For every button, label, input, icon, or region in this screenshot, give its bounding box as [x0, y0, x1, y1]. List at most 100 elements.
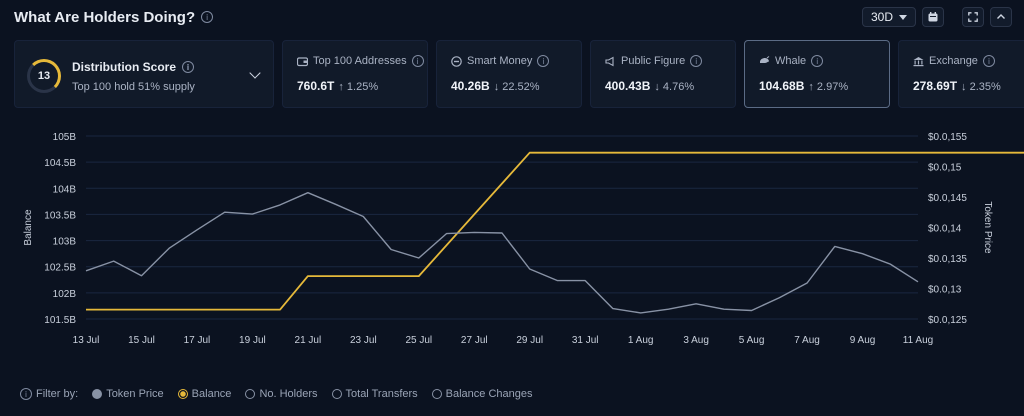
distribution-subtitle: Top 100 hold 51% supply: [72, 81, 195, 93]
radio-icon: [177, 389, 188, 399]
x-tick-label: 7 Aug: [794, 335, 820, 346]
x-tick-label: 13 Jul: [73, 335, 100, 346]
distribution-title-text: Distribution Score: [72, 60, 177, 74]
y-tick-label: 101.5B: [44, 315, 76, 326]
y-tick-label: 105B: [53, 132, 77, 143]
collapse-button[interactable]: [990, 7, 1012, 27]
y-tick-label: 104.5B: [44, 158, 76, 169]
series-line-balance: [86, 151, 1024, 311]
card-value: 400.43B: [605, 79, 651, 93]
calendar-button[interactable]: [922, 7, 944, 27]
y-tick-label: 103B: [53, 237, 77, 248]
x-tick-label: 19 Jul: [239, 335, 266, 346]
y2-tick-label: $0.0,15: [928, 163, 962, 174]
card-change: ↓ 4.76%: [654, 81, 695, 93]
y2-tick-label: $0.0,125: [928, 315, 967, 326]
y-tick-label: 103.5B: [44, 210, 76, 221]
filter-balance[interactable]: Balance: [177, 388, 231, 400]
period-dropdown[interactable]: 30D: [861, 7, 916, 27]
y2-tick-label: $0.0,155: [928, 132, 967, 143]
whale-icon: [760, 55, 770, 63]
x-tick-label: 5 Aug: [739, 335, 765, 346]
distribution-score-card[interactable]: 13 Distribution Score i Top 100 hold 51%…: [14, 40, 274, 108]
card-change: ↓ 2.35%: [961, 81, 1001, 93]
info-icon[interactable]: i: [201, 11, 214, 23]
series-line-token-price: [85, 191, 919, 314]
card-exchange[interactable]: Exchange i 278.69T ↓ 2.35%: [898, 40, 1024, 108]
smart-money-icon: [451, 55, 462, 67]
filter-label: Filter by:: [36, 388, 79, 400]
chart-filter-bar: i Filter by: Token Price Balance No. Hol…: [20, 388, 533, 400]
y2-axis-title: Token Price: [982, 201, 993, 254]
y2-tick-label: $0.0,14: [928, 224, 962, 235]
card-change: ↑ 1.25%: [338, 81, 379, 93]
card-value: 278.69T: [913, 79, 958, 93]
x-tick-label: 3 Aug: [683, 335, 709, 346]
filter-no-holders[interactable]: No. Holders: [245, 388, 318, 400]
card-change: ↓ 22.52%: [493, 81, 540, 93]
info-icon[interactable]: i: [182, 61, 195, 73]
fullscreen-button[interactable]: [962, 7, 984, 27]
x-tick-label: 9 Aug: [850, 335, 876, 346]
card-smart-money[interactable]: Smart Money i 40.26B ↓ 22.52%: [436, 40, 582, 108]
fullscreen-icon: [968, 12, 978, 22]
y2-tick-label: $0.0,145: [928, 193, 967, 204]
wallet-icon: [297, 56, 308, 66]
x-tick-label: 31 Jul: [572, 335, 599, 346]
y-tick-label: 104B: [53, 184, 77, 195]
y-tick-label: 102B: [53, 289, 77, 300]
card-label: Smart Money: [467, 55, 533, 67]
radio-icon: [431, 389, 442, 399]
x-tick-label: 17 Jul: [184, 335, 211, 346]
x-tick-label: 1 Aug: [628, 335, 654, 346]
card-label: Whale: [775, 55, 807, 67]
filter-balance-changes[interactable]: Balance Changes: [431, 388, 533, 400]
bank-icon: [913, 56, 924, 66]
chart-svg[interactable]: 101.5B 102B 102.5B 103B 103.5B 104B 104.5B 105B…: [0, 118, 1024, 380]
chevron-up-icon: [997, 14, 1005, 19]
x-tick-label: 23 Jul: [350, 335, 377, 346]
info-icon[interactable]: i: [20, 388, 32, 400]
card-whale[interactable]: Whale i 104.68B ↑ 2.97%: [744, 40, 890, 108]
card-label: Top 100 Addresses: [313, 55, 407, 67]
section-header: What Are Holders Doing? i: [14, 6, 214, 28]
megaphone-icon: [605, 56, 614, 66]
score-gauge: 13: [27, 59, 61, 93]
x-tick-label: 15 Jul: [128, 335, 155, 346]
y2-tick-label: $0.0,135: [928, 254, 967, 265]
score-value: 13: [37, 70, 51, 82]
filter-total-transfers[interactable]: Total Transfers: [331, 388, 418, 400]
period-value: 30D: [870, 10, 893, 24]
info-icon[interactable]: i: [811, 55, 824, 67]
y2-tick-label: $0.0,13: [928, 285, 962, 296]
x-tick-label: 27 Jul: [461, 335, 488, 346]
holders-chart[interactable]: 101.5B 102B 102.5B 103B 103.5B 104B 104.5B 105B…: [0, 118, 1024, 380]
holder-cards: 13 Distribution Score i Top 100 hold 51%…: [14, 40, 1024, 110]
info-icon[interactable]: i: [982, 55, 995, 67]
calendar-icon: [928, 12, 938, 22]
chart-controls: 30D: [861, 7, 1012, 27]
card-value: 760.6T: [297, 79, 335, 93]
y-tick-label: 102.5B: [44, 263, 76, 274]
caret-down-icon: [899, 14, 907, 20]
y-axis-title: Balance: [23, 209, 34, 246]
page-title: What Are Holders Doing?: [14, 8, 196, 26]
info-icon[interactable]: i: [690, 55, 703, 67]
x-tick-label: 29 Jul: [516, 335, 543, 346]
info-icon[interactable]: i: [537, 55, 550, 67]
info-icon[interactable]: i: [411, 55, 424, 67]
card-label: Public Figure: [621, 55, 686, 67]
card-change: ↑ 2.97%: [808, 81, 849, 93]
card-label: Exchange: [929, 55, 978, 67]
chevron-down-icon[interactable]: [249, 67, 261, 79]
card-top-100-addresses[interactable]: Top 100 Addresses i 760.6T ↑ 1.25%: [282, 40, 428, 108]
radio-icon: [92, 389, 103, 399]
x-tick-label: 25 Jul: [405, 335, 432, 346]
x-tick-label: 21 Jul: [295, 335, 322, 346]
radio-icon: [331, 389, 342, 399]
filter-token-price[interactable]: Token Price: [92, 388, 164, 400]
card-value: 104.68B: [759, 79, 805, 93]
distribution-title: Distribution Score i: [72, 60, 195, 74]
card-value: 40.26B: [451, 79, 490, 93]
card-public-figure[interactable]: Public Figure i 400.43B ↓ 4.76%: [590, 40, 736, 108]
